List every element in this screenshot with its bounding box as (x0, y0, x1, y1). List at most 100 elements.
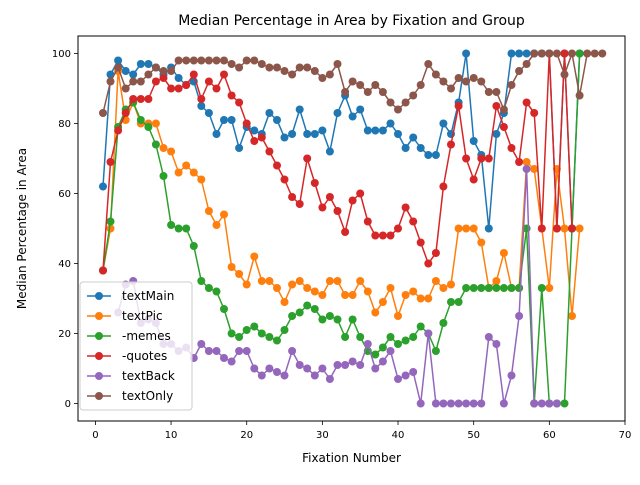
legend-label: -quotes (122, 349, 167, 363)
data-point (318, 291, 327, 299)
data-point (454, 74, 463, 82)
data-point (280, 67, 289, 75)
data-point (537, 224, 546, 233)
data-point (575, 224, 584, 233)
data-point (499, 399, 508, 408)
data-point (303, 130, 312, 138)
data-point (447, 280, 455, 289)
data-point (454, 224, 463, 233)
data-point (371, 308, 380, 317)
data-point (439, 284, 448, 292)
data-point (363, 340, 372, 348)
data-point (515, 284, 524, 292)
data-point (167, 221, 176, 229)
data-point (129, 77, 138, 86)
data-point (356, 105, 365, 114)
data-point (416, 294, 425, 303)
data-point (136, 60, 145, 68)
data-point (144, 123, 153, 131)
data-point (401, 291, 410, 299)
data-point (560, 70, 569, 79)
data-point (348, 196, 357, 205)
data-point (167, 147, 176, 156)
data-point (560, 49, 569, 58)
data-point (378, 231, 387, 240)
data-point (439, 119, 448, 128)
x-axis: 0 10 20 30 40 50 60 70 (92, 421, 631, 441)
data-point (469, 284, 478, 292)
data-point (242, 280, 251, 289)
legend-box (79, 281, 193, 411)
data-point (136, 95, 145, 103)
data-point (409, 217, 418, 226)
data-point (204, 284, 213, 292)
data-point (310, 305, 319, 313)
data-point (189, 242, 198, 250)
legend-label: textPic (122, 309, 163, 323)
data-point (280, 371, 289, 380)
data-point (590, 49, 599, 58)
data-point (273, 63, 281, 72)
data-point (318, 74, 327, 82)
data-point (288, 193, 297, 201)
data-point (515, 158, 524, 166)
data-point (235, 333, 244, 341)
data-point (378, 357, 387, 366)
data-point (462, 154, 471, 163)
x-tick-label: 30 (316, 430, 329, 441)
data-point (394, 340, 402, 348)
data-point (197, 340, 206, 348)
data-point (197, 95, 206, 103)
data-point (416, 322, 425, 331)
data-point (431, 70, 440, 79)
data-point (189, 56, 198, 65)
data-point (288, 347, 297, 355)
data-point (462, 224, 471, 233)
data-point (333, 361, 342, 369)
x-tick-label: 70 (619, 430, 632, 441)
x-tick-label: 10 (165, 430, 178, 441)
data-point (341, 333, 350, 341)
data-point (424, 60, 433, 68)
data-point (394, 130, 402, 138)
data-point (257, 60, 266, 68)
data-point (439, 399, 448, 408)
data-point (250, 252, 259, 261)
data-point (492, 284, 501, 292)
data-point (303, 63, 312, 72)
data-point (492, 340, 501, 348)
data-point (409, 333, 418, 341)
data-point (522, 158, 531, 166)
data-point (431, 347, 440, 355)
data-point (356, 361, 365, 369)
chart-title: Median Percentage in Area by Fixation an… (178, 13, 525, 29)
data-point (144, 70, 153, 79)
data-point (431, 277, 440, 285)
legend-item: textMain (87, 289, 174, 303)
data-point (386, 347, 395, 355)
y-axis-label: Median Percentage in Area (15, 148, 29, 309)
data-point (431, 151, 440, 159)
data-point (325, 193, 334, 201)
data-point (454, 298, 463, 306)
data-point (273, 368, 281, 376)
data-point (265, 147, 274, 156)
data-point (242, 326, 251, 334)
data-point (303, 154, 312, 163)
data-point (325, 147, 334, 156)
data-point (469, 175, 478, 184)
data-point (197, 277, 206, 285)
y-tick-label: 0 (65, 399, 71, 410)
data-point (492, 88, 501, 96)
data-point (159, 144, 168, 152)
x-tick-label: 60 (543, 430, 556, 441)
y-tick-label: 40 (58, 259, 71, 270)
data-point (560, 224, 569, 233)
data-point (151, 119, 160, 128)
data-point (462, 77, 471, 86)
legend-item: textBack (87, 369, 175, 383)
data-point (288, 280, 297, 289)
data-point (167, 67, 176, 75)
data-point (106, 77, 115, 86)
